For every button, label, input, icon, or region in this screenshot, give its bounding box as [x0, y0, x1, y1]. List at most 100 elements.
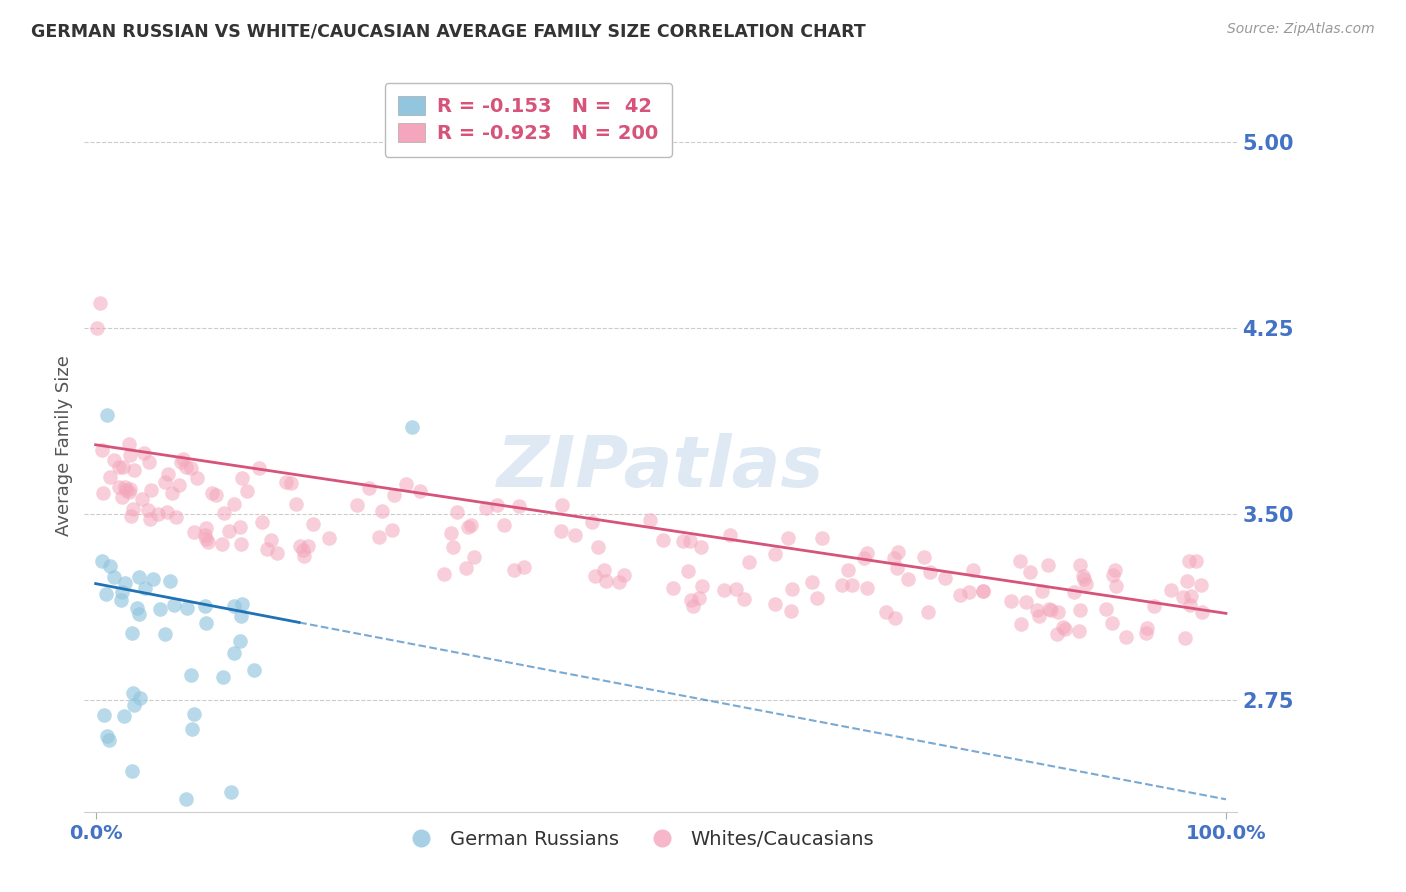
Point: [1019, 565, 1042, 579]
Point: [897, 572, 920, 586]
Point: [855, 546, 877, 560]
Point: [153, 627, 176, 641]
Point: [550, 524, 572, 538]
Point: [662, 581, 685, 595]
Point: [156, 505, 179, 519]
Point: [96, 408, 118, 422]
Point: [174, 460, 197, 475]
Point: [180, 668, 202, 682]
Point: [679, 534, 702, 549]
Point: [231, 471, 253, 485]
Point: [194, 532, 217, 546]
Point: [475, 501, 498, 516]
Point: [110, 592, 132, 607]
Point: [811, 531, 834, 545]
Point: [1000, 593, 1022, 607]
Point: [652, 533, 675, 547]
Point: [180, 460, 202, 475]
Point: [98, 733, 121, 747]
Point: [89, 296, 111, 310]
Point: [595, 574, 617, 589]
Point: [194, 599, 217, 614]
Point: [672, 534, 695, 549]
Point: [236, 483, 259, 498]
Point: [357, 481, 380, 495]
Point: [1028, 609, 1050, 624]
Point: [1143, 599, 1166, 613]
Text: ZIPatlas: ZIPatlas: [498, 434, 824, 502]
Point: [738, 555, 761, 569]
Point: [132, 446, 155, 460]
Point: [114, 479, 136, 493]
Point: [243, 663, 266, 677]
Point: [381, 523, 404, 537]
Point: [463, 550, 485, 565]
Text: Source: ZipAtlas.com: Source: ZipAtlas.com: [1227, 22, 1375, 37]
Point: [176, 600, 198, 615]
Point: [856, 581, 879, 595]
Point: [229, 537, 252, 551]
Point: [763, 547, 786, 561]
Point: [114, 576, 136, 591]
Point: [120, 509, 142, 524]
Point: [159, 574, 181, 588]
Point: [205, 488, 228, 502]
Point: [222, 497, 245, 511]
Point: [1036, 558, 1059, 573]
Point: [934, 571, 956, 585]
Point: [280, 475, 302, 490]
Point: [86, 321, 108, 335]
Point: [949, 588, 972, 602]
Point: [690, 540, 713, 554]
Point: [186, 471, 208, 485]
Point: [1031, 584, 1053, 599]
Point: [441, 541, 464, 555]
Point: [1071, 569, 1094, 583]
Text: GERMAN RUSSIAN VS WHITE/CAUCASIAN AVERAGE FAMILY SIZE CORRELATION CHART: GERMAN RUSSIAN VS WHITE/CAUCASIAN AVERAG…: [31, 22, 866, 40]
Point: [1052, 620, 1074, 634]
Point: [167, 477, 190, 491]
Point: [1104, 563, 1126, 577]
Point: [111, 490, 134, 504]
Point: [125, 601, 148, 615]
Point: [883, 611, 905, 625]
Point: [371, 503, 394, 517]
Point: [112, 459, 135, 474]
Point: [780, 604, 803, 618]
Point: [1073, 572, 1095, 586]
Point: [718, 528, 741, 542]
Point: [139, 511, 162, 525]
Point: [918, 565, 941, 579]
Point: [513, 559, 536, 574]
Point: [713, 582, 735, 597]
Point: [679, 593, 702, 607]
Point: [111, 585, 134, 599]
Point: [831, 578, 853, 592]
Point: [120, 483, 142, 497]
Point: [638, 513, 661, 527]
Point: [172, 451, 194, 466]
Point: [1067, 624, 1090, 639]
Point: [1047, 605, 1070, 619]
Point: [148, 507, 170, 521]
Point: [211, 537, 233, 551]
Point: [446, 505, 468, 519]
Point: [433, 567, 456, 582]
Legend: German Russians, Whites/Caucasians: German Russians, Whites/Caucasians: [394, 822, 882, 857]
Point: [962, 563, 984, 577]
Point: [229, 609, 252, 624]
Point: [170, 455, 193, 469]
Point: [266, 546, 288, 560]
Point: [1177, 554, 1199, 568]
Point: [957, 585, 980, 599]
Point: [1015, 595, 1038, 609]
Point: [853, 550, 876, 565]
Point: [1180, 590, 1202, 604]
Y-axis label: Average Family Size: Average Family Size: [55, 356, 73, 536]
Point: [837, 563, 859, 577]
Point: [180, 722, 202, 736]
Point: [194, 616, 217, 631]
Point: [778, 531, 800, 545]
Point: [103, 452, 125, 467]
Point: [1063, 585, 1085, 599]
